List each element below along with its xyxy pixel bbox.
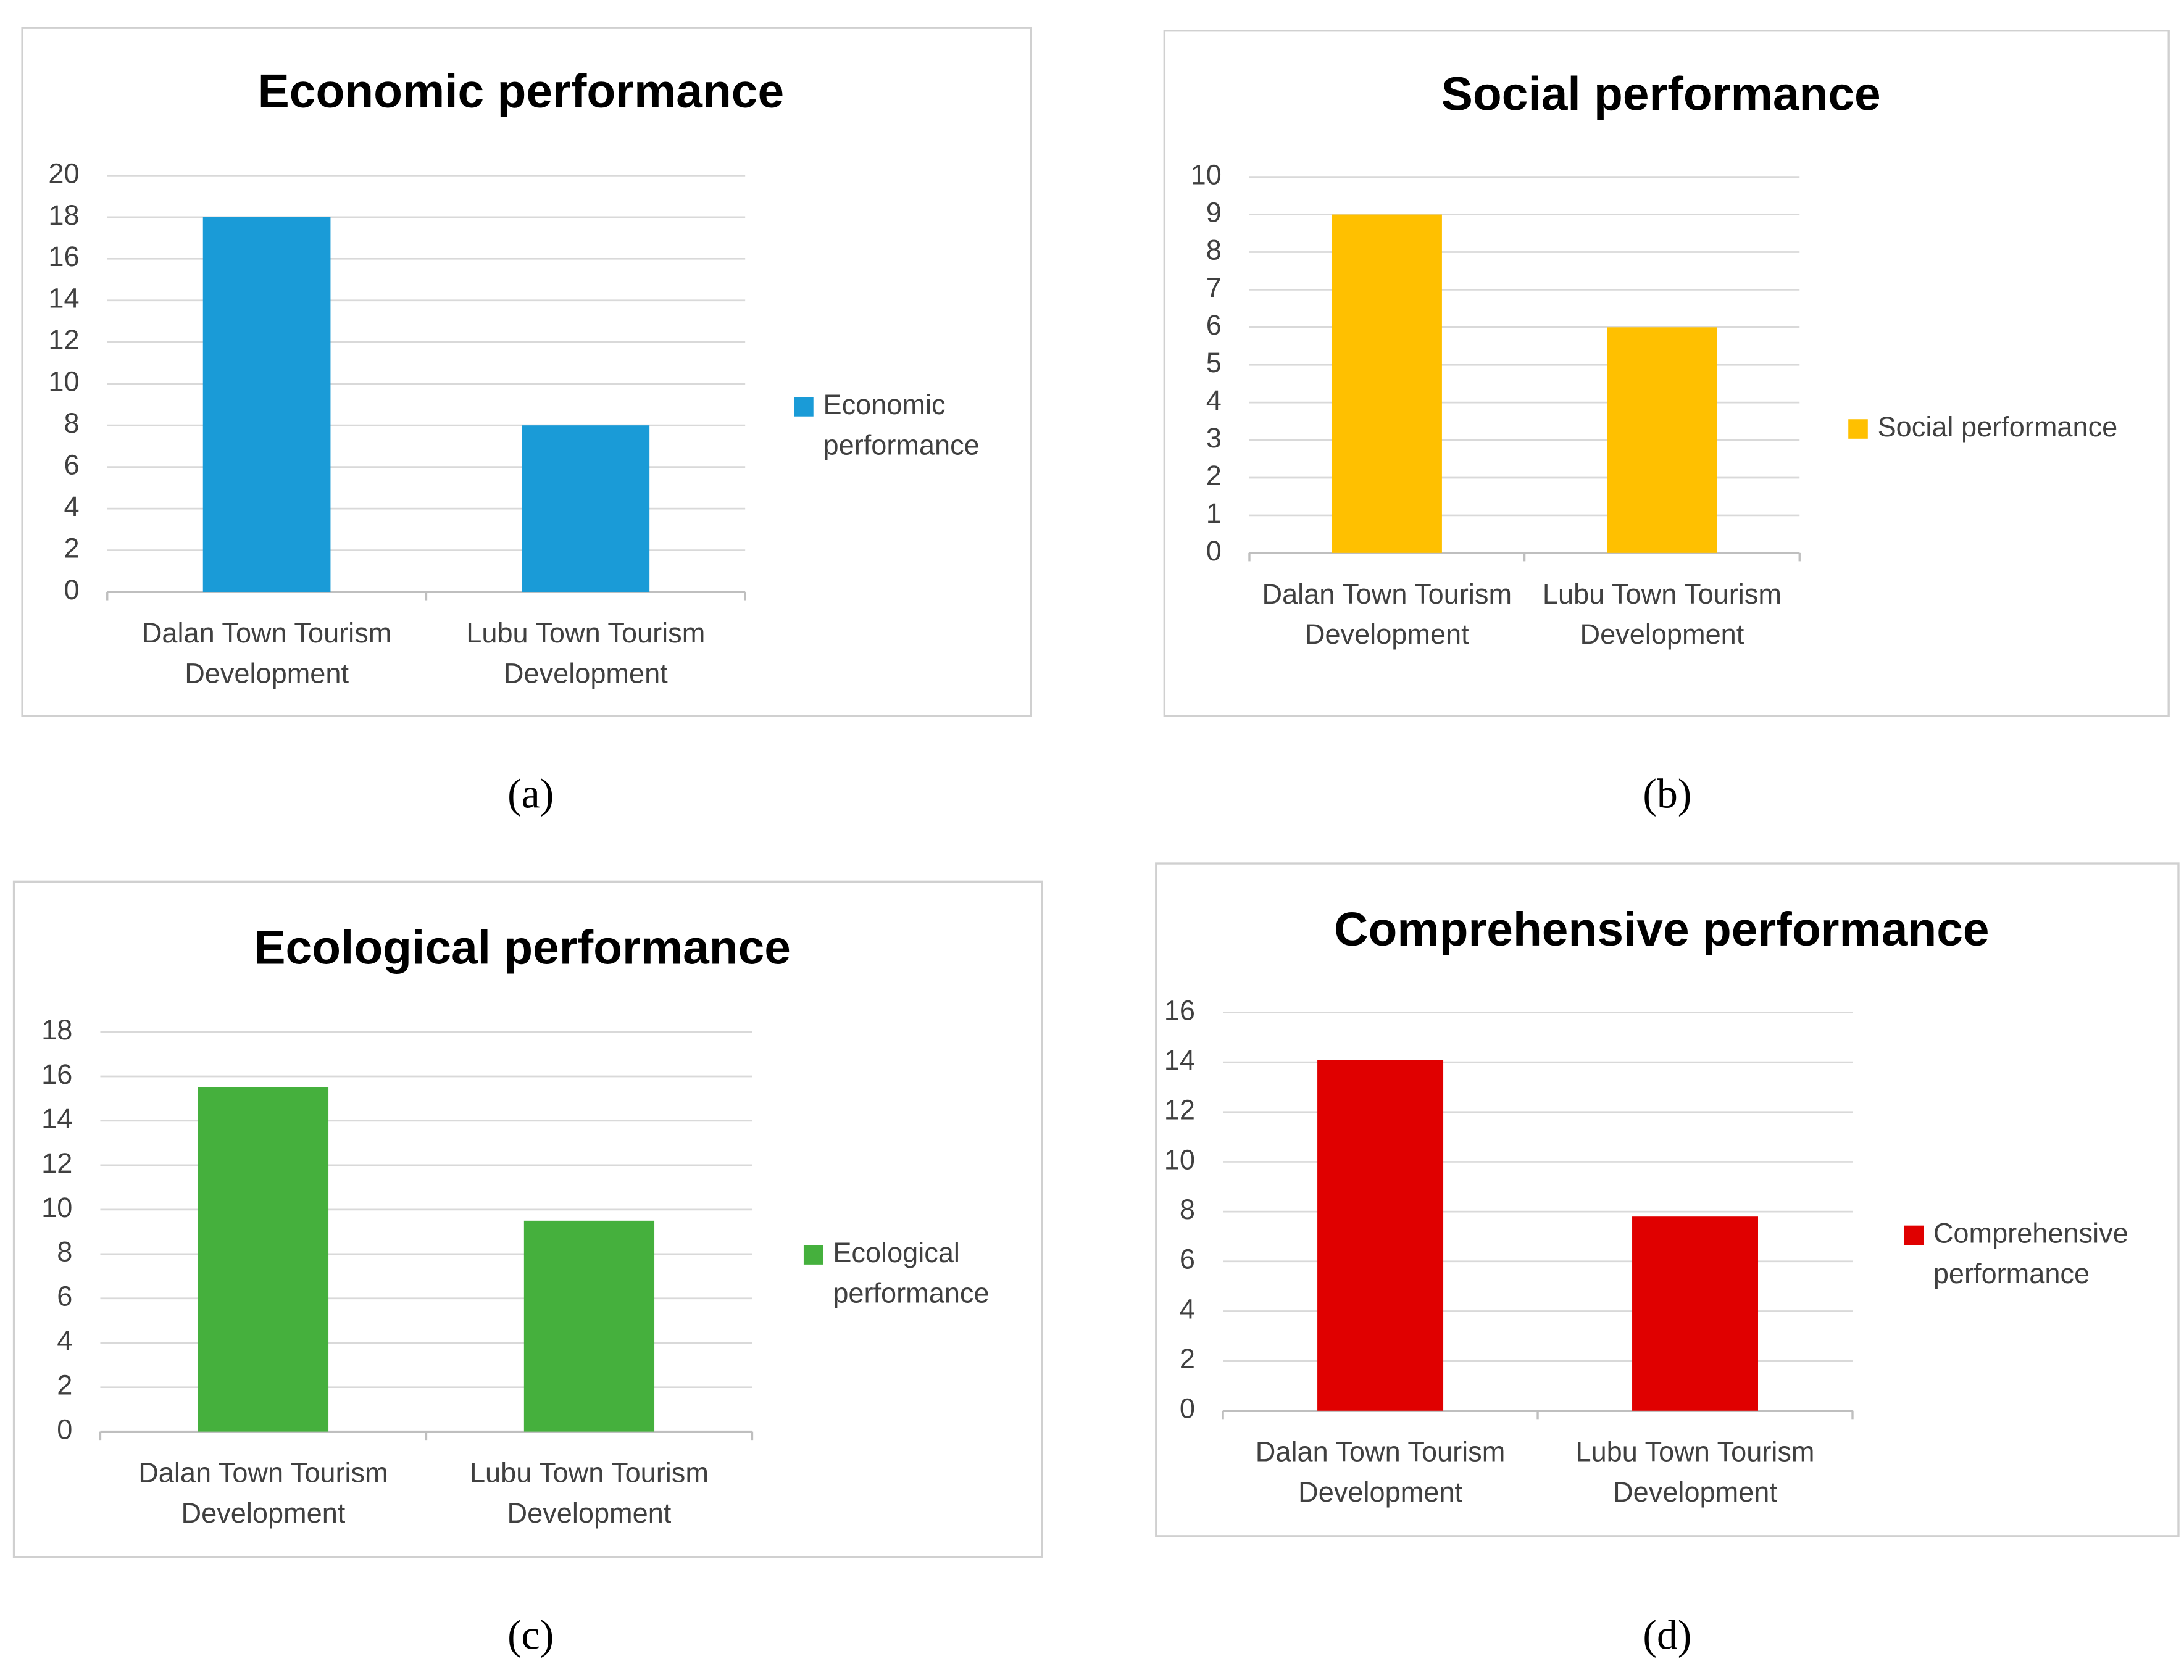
- bar: [198, 1087, 329, 1432]
- legend-label: Ecological performance: [833, 1237, 989, 1308]
- y-tick-label: 0: [64, 574, 80, 605]
- chart-panel: Ecological performance 0 2 4 6 8 10 12 14 16 18 Dal…: [12, 880, 1043, 1658]
- chart-panel: Social performance 0 1 2 3 4 5 6 7 8 9 10 Dalan Town…: [1163, 30, 2170, 817]
- chart-title: Economic performance: [258, 65, 785, 118]
- y-tick-label: 12: [48, 324, 79, 356]
- y-tick-label: 4: [57, 1325, 72, 1357]
- legend-swatch: [1848, 419, 1868, 439]
- legend-swatch: [794, 397, 814, 417]
- bar: [523, 1220, 655, 1432]
- y-tick-label: 2: [64, 532, 80, 563]
- y-tick-label: 16: [1164, 994, 1195, 1026]
- y-tick-label: 4: [1180, 1293, 1195, 1324]
- y-tick-label: 8: [1180, 1194, 1195, 1225]
- x-tick-label: Lubu Town Tourism Development: [1543, 578, 1782, 650]
- y-tick-label: 2: [1206, 460, 1222, 491]
- y-tick-label: 14: [41, 1103, 72, 1134]
- y-tick-label: 7: [1206, 272, 1222, 303]
- y-tick-label: 4: [64, 491, 80, 522]
- chart-title: Comprehensive performance: [1334, 904, 1989, 956]
- y-tick-label: 14: [48, 283, 79, 314]
- panel-caption: (c): [507, 1611, 554, 1658]
- y-tick-label: 18: [41, 1014, 72, 1046]
- y-tick-label: 10: [1191, 159, 1222, 191]
- panel-caption: (d): [1643, 1611, 1691, 1658]
- legend-label: Economic performance: [823, 389, 980, 460]
- y-tick-label: 9: [1206, 196, 1222, 228]
- chart-frame: [21, 27, 1032, 717]
- x-tick-label: Lubu Town Tourism Development: [470, 1457, 709, 1528]
- y-tick-label: 10: [1164, 1144, 1195, 1175]
- y-tick-label: 10: [41, 1192, 72, 1223]
- legend-label: Comprehensive performance: [1933, 1217, 2128, 1289]
- y-tick-label: 2: [1180, 1343, 1195, 1374]
- panel-caption: (a): [507, 771, 554, 817]
- x-tick-label: Dalan Town Tourism Development: [1262, 578, 1512, 650]
- bar: [202, 217, 331, 593]
- chart-panel: Economic performance 0 2 4 6 8 10 12 14 16 18 20 Dal…: [21, 27, 1032, 817]
- x-tick-label: Lubu Town Tourism Development: [466, 617, 705, 689]
- y-tick-label: 6: [1206, 309, 1222, 341]
- y-tick-label: 3: [1206, 422, 1222, 454]
- legend-swatch: [1904, 1225, 1924, 1245]
- y-tick-label: 8: [64, 407, 80, 439]
- bar: [1317, 1060, 1444, 1411]
- legend-label: Social performance: [1878, 411, 2118, 443]
- x-tick-label: Dalan Town Tourism Development: [138, 1457, 388, 1528]
- y-tick-label: 8: [1206, 234, 1222, 265]
- y-tick-label: 6: [57, 1281, 72, 1312]
- bar: [1632, 1216, 1758, 1411]
- y-tick-label: 16: [48, 241, 79, 272]
- chart-frame: [1155, 862, 2180, 1537]
- y-tick-label: 14: [1164, 1044, 1195, 1076]
- y-tick-label: 1: [1206, 497, 1222, 529]
- chart-panel: Comprehensive performance 0 2 4 6 8 10 12 14 16 Da…: [1155, 862, 2180, 1658]
- y-tick-label: 4: [1206, 385, 1222, 416]
- y-tick-label: 8: [57, 1236, 72, 1268]
- x-tick-label: Dalan Town Tourism Development: [1256, 1436, 1506, 1508]
- y-tick-label: 0: [57, 1414, 72, 1445]
- y-tick-label: 6: [1180, 1244, 1195, 1275]
- y-tick-label: 6: [64, 449, 80, 481]
- y-tick-label: 5: [1206, 347, 1222, 378]
- x-tick-label: Lubu Town Tourism Development: [1576, 1436, 1815, 1508]
- chart-frame: [12, 880, 1043, 1558]
- y-tick-label: 16: [41, 1058, 72, 1090]
- y-tick-label: 20: [48, 157, 79, 189]
- chart-title: Ecological performance: [254, 921, 791, 974]
- y-tick-label: 10: [48, 366, 79, 397]
- panel-caption: (b): [1643, 771, 1691, 817]
- bar: [522, 425, 650, 593]
- bar: [1332, 214, 1442, 553]
- bar: [1607, 327, 1717, 553]
- y-tick-label: 12: [41, 1147, 72, 1179]
- legend-swatch: [803, 1245, 823, 1265]
- y-tick-label: 12: [1164, 1094, 1195, 1126]
- y-tick-label: 2: [57, 1370, 72, 1401]
- chart-title: Social performance: [1441, 68, 1881, 120]
- y-tick-label: 18: [48, 199, 79, 231]
- y-tick-label: 0: [1206, 535, 1222, 567]
- y-tick-label: 0: [1180, 1393, 1195, 1424]
- x-tick-label: Dalan Town Tourism Development: [142, 617, 392, 689]
